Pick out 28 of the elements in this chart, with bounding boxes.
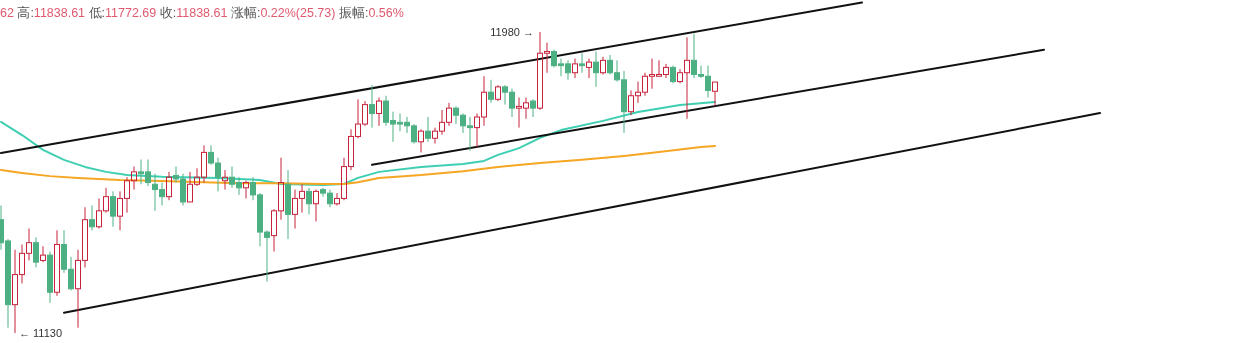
candlestick	[488, 79, 494, 104]
annotation: 11980 →	[490, 26, 534, 38]
candlestick	[285, 169, 291, 240]
candlestick	[593, 50, 599, 88]
candlestick	[89, 205, 95, 231]
candlestick	[572, 58, 578, 79]
chart-title: 62 高:11838.61 低:11772.69 收:11838.61 涨幅:0.22%(25.73) 振幅:0.56%	[0, 6, 404, 20]
annotation: ← 11130	[19, 327, 63, 339]
candlestick	[306, 187, 312, 215]
candlestick	[418, 128, 424, 153]
candlestick	[222, 169, 228, 191]
candlestick	[54, 229, 60, 297]
candlestick	[110, 190, 116, 228]
candlestick	[579, 52, 585, 74]
candlestick	[243, 180, 249, 199]
candlestick	[313, 189, 319, 222]
candlestick	[166, 171, 172, 201]
candlestick	[530, 98, 536, 118]
candlestick	[33, 236, 39, 268]
candlestick	[47, 251, 53, 304]
candlestick	[495, 84, 501, 102]
candlestick	[586, 58, 592, 79]
candlestick	[600, 56, 606, 75]
candlestick	[670, 65, 676, 84]
candlestick	[425, 116, 431, 143]
candlestick	[369, 84, 375, 129]
candlestick	[376, 97, 382, 127]
candlestick	[40, 245, 46, 263]
